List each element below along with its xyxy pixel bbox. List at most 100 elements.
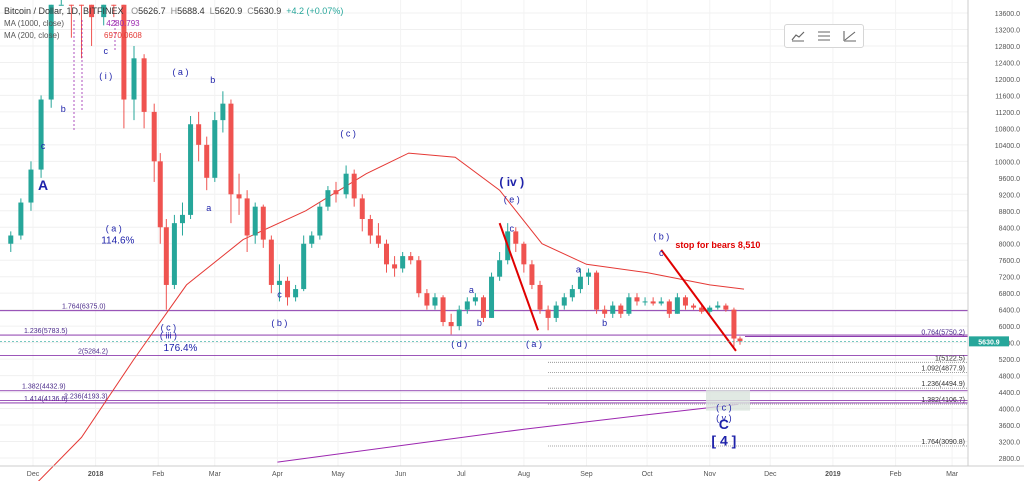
- candle-body: [666, 301, 672, 314]
- time-tick-label: Sep: [580, 471, 593, 478]
- chart-header: Bitcoin / Dollar, 1D, BITFINEX O5626.7 H…: [4, 6, 343, 16]
- price-tick-label: 8400.0: [999, 225, 1021, 232]
- candle-body: [276, 280, 282, 285]
- ma1000-legend[interactable]: MA (1000, close) 4280.793: [4, 19, 140, 28]
- ma1000-line: [277, 403, 739, 463]
- candle-body: [48, 4, 54, 100]
- candle-body: [220, 103, 226, 121]
- candle-body: [521, 243, 527, 265]
- candle-body: [111, 4, 117, 6]
- fib-level-label: 1.764(3090.8): [921, 439, 965, 446]
- candle-body: [141, 58, 147, 112]
- candle-body: [731, 309, 737, 339]
- time-tick-label: Dec: [764, 471, 777, 478]
- annotations: stop for bears 8,510: [675, 240, 760, 250]
- candle-body: [553, 305, 559, 318]
- ma200-line: [37, 152, 745, 481]
- time-tick-label: Dec: [27, 471, 40, 478]
- fib-level-label: 2.236(4193.3): [64, 394, 108, 401]
- candle-body: [737, 338, 743, 342]
- candle-body: [480, 297, 486, 318]
- wave-label: ( c ): [161, 322, 177, 332]
- price-tick-label: 10000.0: [995, 159, 1020, 166]
- candle-body: [28, 169, 34, 203]
- price-tick-label: 6800.0: [999, 291, 1021, 298]
- wave-label: ( iii ): [160, 331, 177, 341]
- candle-body: [529, 264, 535, 285]
- candle-body: [610, 305, 616, 314]
- candle-body: [642, 301, 648, 303]
- wave-label: ( c ): [340, 129, 356, 139]
- wave-label: a: [206, 203, 211, 213]
- price-tick-label: 2800.0: [999, 456, 1021, 463]
- time-tick-label: Feb: [152, 471, 164, 478]
- candle-body: [392, 264, 398, 269]
- price-tick-label: 13200.0: [995, 27, 1020, 34]
- ma200-label: MA (200, close): [4, 31, 60, 40]
- symbol-title[interactable]: Bitcoin / Dollar, 1D, BITFINEX: [4, 6, 124, 16]
- wave-label: ( iv ): [499, 175, 524, 189]
- candle-body: [384, 243, 389, 265]
- candle-body: [497, 260, 503, 277]
- candle-body: [18, 202, 24, 236]
- price-tick-label: 5200.0: [999, 357, 1021, 364]
- wave-label: c: [41, 141, 46, 151]
- chart-toolbar: [784, 24, 864, 48]
- candle-body: [658, 301, 664, 304]
- price-tick-label: 4000.0: [999, 407, 1021, 414]
- fib-level-label: 1.764(6375.0): [62, 304, 106, 311]
- candle-body: [236, 194, 242, 199]
- candle-body: [359, 198, 365, 220]
- candle-body: [196, 124, 202, 145]
- candle-body: [650, 301, 656, 304]
- candle-body: [569, 289, 575, 298]
- candle-body: [416, 260, 422, 294]
- list-icon[interactable]: [815, 29, 833, 43]
- chart-style-icon[interactable]: [841, 29, 859, 43]
- price-tick-label: 13600.0: [995, 11, 1020, 18]
- price-tick-label: 12400.0: [995, 60, 1020, 67]
- candle-body: [317, 206, 323, 236]
- fib-level-label: 0.764(5750.2): [921, 329, 965, 336]
- candle-body: [260, 206, 266, 240]
- close-label: C: [247, 6, 254, 16]
- candle-body: [472, 297, 478, 302]
- current-price-label: 5630.9: [978, 339, 1000, 346]
- candle-body: [537, 284, 543, 310]
- price-tick-label: 11200.0: [995, 110, 1020, 117]
- wave-label: c: [103, 46, 108, 56]
- candle-body: [723, 305, 729, 310]
- ma200-legend[interactable]: MA (200, close) 6970.0608: [4, 31, 142, 40]
- candle-body: [464, 301, 470, 310]
- wave-label: ( b ): [271, 318, 287, 328]
- wave-label: b: [61, 104, 66, 114]
- wave-label: b: [210, 75, 215, 85]
- indicator-icon[interactable]: [789, 29, 807, 43]
- candle-body: [440, 297, 446, 323]
- candle-body: [586, 272, 591, 277]
- wave-label: c: [277, 289, 282, 299]
- candle-body: [151, 111, 157, 162]
- fib-level-label: 1(5122.5): [935, 355, 965, 362]
- candle-body: [674, 297, 680, 314]
- candle-body: [78, 4, 84, 6]
- candle-body: [513, 231, 519, 244]
- wave-label: c: [509, 223, 514, 233]
- candle-body: [8, 235, 14, 244]
- candles: [8, 0, 743, 347]
- candle-body: [699, 307, 705, 312]
- candle-body: [634, 297, 640, 302]
- candle-body: [577, 276, 583, 290]
- low-value: 5620.9: [214, 6, 243, 16]
- candle-body: [252, 206, 258, 236]
- grid-lines: [0, 0, 968, 466]
- candle-body: [212, 120, 218, 178]
- wave-label: 176.4%: [163, 343, 197, 354]
- price-tick-label: 3200.0: [999, 440, 1021, 447]
- candle-body: [561, 297, 567, 306]
- price-tick-label: 7200.0: [999, 275, 1021, 282]
